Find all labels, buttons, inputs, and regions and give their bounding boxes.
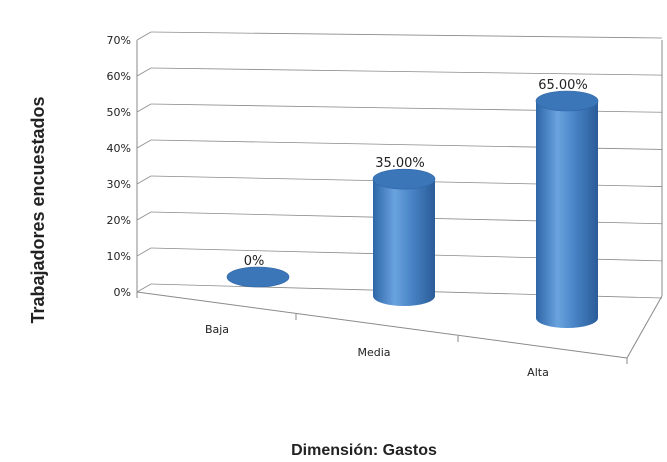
gridline-wall [136,139,152,149]
bar-top [535,90,599,112]
y-axis-title: Trabajadores encuestados [28,96,48,323]
x-tick-label: Baja [205,323,229,336]
gridline-wall [136,67,152,77]
y-tick-label: 20% [107,214,131,227]
bar-body [536,101,598,328]
bar-top [372,168,436,190]
gridline-wall [136,211,152,221]
gridline-wall [136,175,152,185]
x-tick-label: Media [357,346,390,359]
gridline-wall [136,283,152,293]
gridline-wall [136,247,152,257]
gridline [150,67,663,76]
bars [226,90,599,328]
y-tick-label: 10% [107,250,131,263]
bar-body [373,179,435,306]
y-tick-label: 50% [107,106,131,119]
gridline [150,31,663,39]
y-tick-label: 0% [114,286,131,299]
y-tick-label: 70% [107,34,131,47]
data-label: 0% [244,254,265,269]
x-axis-line [136,291,628,359]
data-label: 65.00% [538,78,588,93]
gridline-wall [136,103,152,113]
x-tick-label: Alta [527,366,549,379]
y-tick-label: 60% [107,70,131,83]
data-label: 35.00% [375,156,425,171]
axes [136,40,663,364]
labels: 0% 10% 20% 30% 40% 50% 60% 70% 0% Baja 35.00% Media… [107,34,588,379]
y-tick-label: 30% [107,178,131,191]
floor-edge [626,295,663,359]
bar-top [226,266,290,288]
x-axis-title: Dimensión: Gastos [291,442,437,457]
y-tick-label: 40% [107,142,131,155]
gridline-wall [136,31,152,41]
